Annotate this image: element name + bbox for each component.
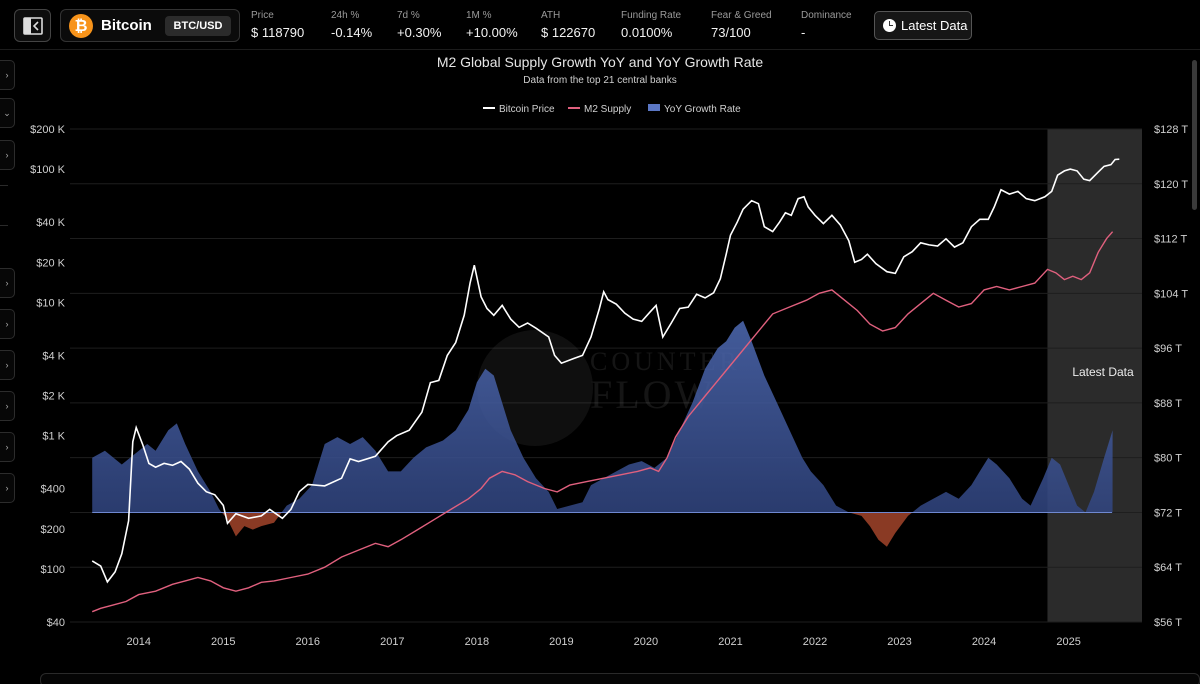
sidebar-divider [0, 185, 8, 186]
sidebar-toggle-icon [23, 17, 43, 35]
latest-data-label: Latest Data [1072, 365, 1134, 379]
bottom-panel [40, 673, 1200, 684]
m2-supply-line [91, 231, 1114, 613]
x-tick-label: 2017 [380, 636, 404, 648]
y-right-tick-label: $80 T [1154, 453, 1182, 465]
y-left-tick-label: $100 [41, 564, 65, 576]
y-left-tick-label: $40 K [36, 217, 65, 229]
x-tick-label: 2022 [803, 636, 827, 648]
stat-24h: 24h % -0.14% [331, 10, 372, 40]
stat-ath: ATH $ 122670 [541, 10, 595, 40]
y-left-tick-label: $200 K [30, 124, 66, 136]
y-left-tick-label: $10 K [36, 297, 65, 309]
legend-swatch [648, 104, 660, 111]
legend-label: YoY Growth Rate [664, 104, 741, 115]
clock-icon [883, 19, 896, 32]
y-left-tick-label: $20 K [36, 257, 65, 269]
top-header: ₿ Bitcoin BTC/USD Price $ 118790 24h % -… [0, 0, 1200, 50]
y-right-tick-label: $104 T [1154, 288, 1188, 300]
sidebar-divider [0, 225, 8, 226]
x-tick-label: 2019 [549, 636, 573, 648]
sidebar-expand-button[interactable]: ⌄ [0, 98, 15, 128]
bitcoin-logo-icon: ₿ [69, 14, 93, 38]
x-tick-label: 2016 [296, 636, 320, 648]
stat-label: Dominance [801, 10, 852, 21]
y-left-tick-label: $100 K [30, 164, 66, 176]
y-right-tick-label: $64 T [1154, 562, 1182, 574]
latest-data-button[interactable]: Latest Data [874, 11, 972, 40]
bitcoin-price-line [91, 158, 1120, 584]
stat-label: Funding Rate [621, 10, 682, 21]
y-right-tick-label: $88 T [1154, 398, 1182, 410]
latest-data-button-label: Latest Data [901, 18, 968, 33]
stat-label: Fear & Greed [711, 10, 772, 21]
stat-funding-rate: Funding Rate 0.0100% [621, 10, 681, 40]
y-left-tick-label: $40 [47, 617, 65, 629]
sidebar-expand-button[interactable]: › [0, 432, 15, 462]
stat-value: $ 122670 [541, 25, 596, 40]
y-right-tick-label: $96 T [1154, 343, 1182, 355]
stat-value: +0.30% [397, 25, 442, 40]
y-right-tick-label: $120 T [1154, 179, 1188, 191]
asset-selector[interactable]: ₿ Bitcoin BTC/USD [60, 9, 240, 42]
latest-data-region [1047, 129, 1142, 622]
stat-value: 0.0100% [621, 25, 673, 40]
y-left-tick-label: $1 K [42, 431, 65, 443]
sidebar-expand-button[interactable]: › [0, 268, 15, 298]
stat-label: 7d % [397, 10, 420, 21]
x-tick-label: 2023 [887, 636, 911, 648]
stat-value: $ 118790 [251, 25, 305, 40]
pair-badge: BTC/USD [165, 16, 231, 36]
y-right-tick-label: $56 T [1154, 617, 1182, 629]
stat-label: 1M % [466, 10, 492, 21]
y-right-tick-label: $128 T [1154, 124, 1188, 136]
x-tick-label: 2020 [634, 636, 658, 648]
stat-7d: 7d % +0.30% [397, 10, 441, 40]
stat-value: 73/100 [711, 25, 751, 40]
stat-label: 24h % [331, 10, 360, 21]
x-tick-label: 2014 [126, 636, 150, 648]
y-left-tick-label: $4 K [42, 350, 65, 362]
sidebar-expand-button[interactable]: › [0, 60, 15, 90]
y-right-tick-label: $112 T [1154, 234, 1188, 246]
stat-value: - [801, 25, 806, 40]
y-left-tick-label: $2 K [42, 391, 65, 403]
vertical-scrollbar[interactable] [1192, 60, 1197, 210]
y-left-tick-label: $400 [41, 484, 65, 496]
stat-price: Price $ 118790 [251, 10, 304, 40]
stat-dominance: Dominance - [801, 10, 852, 40]
stat-fear-greed: Fear & Greed 73/100 [711, 10, 772, 40]
stat-value: -0.14% [331, 25, 373, 40]
sidebar-expand-button[interactable]: › [0, 473, 15, 503]
chart-title: M2 Global Supply Growth YoY and YoY Grow… [437, 54, 764, 70]
stat-label: Price [251, 10, 274, 21]
asset-name: Bitcoin [101, 17, 152, 34]
stat-value: +10.00% [466, 25, 518, 40]
sidebar-toggle-button[interactable] [14, 9, 51, 42]
x-tick-label: 2025 [1056, 636, 1080, 648]
chart-subtitle: Data from the top 21 central banks [523, 75, 676, 86]
x-tick-label: 2015 [211, 636, 235, 648]
stat-1m: 1M % +10.00% [466, 10, 518, 40]
legend-label: Bitcoin Price [499, 104, 555, 115]
sidebar-expand-button[interactable]: › [0, 391, 15, 421]
sidebar-expand-button[interactable]: › [0, 350, 15, 380]
y-right-tick-label: $72 T [1154, 507, 1182, 519]
sidebar-expand-button[interactable]: › [0, 140, 15, 170]
m2-btc-chart: M2 Global Supply Growth YoY and YoY Grow… [30, 54, 1188, 648]
y-left-tick-label: $200 [41, 524, 65, 536]
x-tick-label: 2021 [718, 636, 742, 648]
legend-label: M2 Supply [584, 104, 631, 115]
sidebar-expand-button[interactable]: › [0, 309, 15, 339]
stat-label: ATH [541, 10, 561, 21]
x-tick-label: 2018 [465, 636, 489, 648]
x-tick-label: 2024 [972, 636, 996, 648]
